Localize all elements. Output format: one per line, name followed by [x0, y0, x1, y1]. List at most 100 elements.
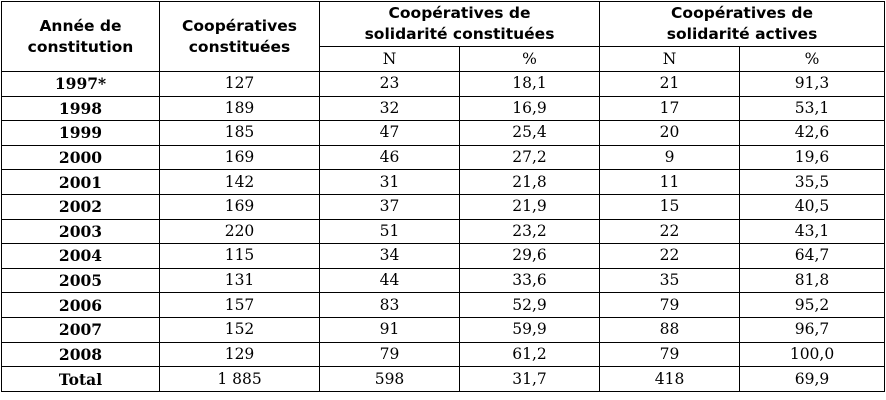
header-solidarity-constituted: Coopératives de solidarité constituées: [318, 1, 601, 47]
cell-year: 2008: [1, 341, 160, 368]
cell-constituted: 152: [159, 316, 320, 343]
cell-sa-pct: 53,1: [739, 95, 886, 122]
cell-sc-pct: 33,6: [458, 267, 601, 294]
cell-sa-pct: 95,2: [739, 292, 886, 318]
cell-sc-pct: 25,4: [458, 120, 601, 146]
table-row: 2001 142 31 21,8 11 35,5: [1, 169, 886, 195]
cell-sa-pct: 64,7: [739, 243, 886, 269]
cell-sa-n: 21: [599, 71, 741, 97]
header-constituted: Coopératives constituées: [159, 1, 320, 72]
cell-sc-pct: 18,1: [458, 71, 601, 97]
cell-year: 1999: [1, 120, 160, 146]
cell-sc-n: 31: [319, 169, 460, 195]
cell-constituted: 189: [159, 95, 320, 122]
cell-sa-n: 35: [599, 267, 741, 294]
cell-year: 1997*: [1, 71, 160, 97]
cell-sc-n: 598: [319, 366, 460, 393]
cell-sc-pct: 61,2: [458, 341, 601, 368]
cell-constituted: 169: [159, 144, 320, 171]
subheader-sa-n: N: [599, 46, 741, 72]
cell-sa-pct: 100,0: [739, 341, 886, 368]
cell-sc-n: 47: [319, 120, 460, 146]
table-row: 2005 131 44 33,6 35 81,8: [1, 267, 886, 294]
table-header: Année de constitution Coopératives constit…: [1, 1, 886, 72]
cell-sa-n: 15: [599, 193, 741, 220]
cell-sa-n: 79: [599, 292, 741, 318]
cell-year: 2001: [1, 169, 160, 195]
cell-sa-n: 79: [599, 341, 741, 368]
cell-sc-pct: 59,9: [458, 316, 601, 343]
cell-sc-n: 37: [319, 193, 460, 220]
cell-year: 2006: [1, 292, 160, 318]
cell-sa-pct: 96,7: [739, 316, 886, 343]
cell-sa-pct: 69,9: [739, 366, 886, 393]
cell-constituted: 169: [159, 193, 320, 220]
cell-sa-pct: 35,5: [739, 169, 886, 195]
cell-sa-n: 22: [599, 218, 741, 245]
table-row: 1998 189 32 16,9 17 53,1: [1, 95, 886, 122]
cell-sc-pct: 27,2: [458, 144, 601, 171]
cell-sc-pct: 31,7: [458, 366, 601, 393]
cell-constituted: 157: [159, 292, 320, 318]
cell-sc-n: 79: [319, 341, 460, 368]
header-year: Année de constitution: [1, 1, 160, 72]
cell-sa-n: 17: [599, 95, 741, 122]
cell-sc-n: 46: [319, 144, 460, 171]
cell-sa-pct: 40,5: [739, 193, 886, 220]
cell-sa-pct: 42,6: [739, 120, 886, 146]
subheader-sc-n: N: [319, 46, 460, 72]
cell-sc-pct: 52,9: [458, 292, 601, 318]
cell-year: Total: [1, 366, 160, 393]
cell-sa-n: 418: [599, 366, 741, 393]
table-row: 2002 169 37 21,9 15 40,5: [1, 193, 886, 220]
cell-sc-n: 83: [319, 292, 460, 318]
cell-constituted: 220: [159, 218, 320, 245]
cell-sc-pct: 21,8: [458, 169, 601, 195]
cell-sa-n: 22: [599, 243, 741, 269]
cell-sc-n: 44: [319, 267, 460, 294]
cell-sc-n: 91: [319, 316, 460, 343]
cell-sc-n: 51: [319, 218, 460, 245]
table-row: 1999 185 47 25,4 20 42,6: [1, 120, 886, 146]
cell-sa-n: 88: [599, 316, 741, 343]
table-row: 2000 169 46 27,2 9 19,6: [1, 144, 886, 171]
cell-year: 1998: [1, 95, 160, 122]
subheader-row: N % N %: [2, 46, 886, 72]
cell-constituted: 1 885: [159, 366, 320, 393]
cell-sc-pct: 21,9: [458, 193, 601, 220]
cell-constituted: 127: [159, 71, 320, 97]
cell-sc-pct: 16,9: [458, 95, 601, 122]
cell-year: 2007: [1, 316, 160, 343]
cell-sa-pct: 43,1: [739, 218, 886, 245]
table-row: 2006 157 83 52,9 79 95,2: [1, 292, 886, 318]
cooperatives-table: Année de constitution Coopératives constit…: [1, 1, 886, 393]
subheader-sa-pct: %: [739, 46, 886, 72]
cell-year: 2005: [1, 267, 160, 294]
cell-sa-pct: 91,3: [739, 71, 886, 97]
cell-sa-pct: 19,6: [739, 144, 886, 171]
cell-year: 2004: [1, 243, 160, 269]
cell-constituted: 131: [159, 267, 320, 294]
table-row: 2004 115 34 29,6 22 64,7: [1, 243, 886, 269]
cell-constituted: 142: [159, 169, 320, 195]
total-row: Total 1 885 598 31,7 418 69,9: [1, 366, 886, 393]
table-row: 1997* 127 23 18,1 21 91,3: [1, 71, 886, 97]
cell-sa-n: 11: [599, 169, 741, 195]
table-row: 2007 152 91 59,9 88 96,7: [1, 316, 886, 343]
cell-sa-n: 9: [599, 144, 741, 171]
table-row: 2003 220 51 23,2 22 43,1: [1, 218, 886, 245]
cell-sc-n: 32: [319, 95, 460, 122]
cell-constituted: 185: [159, 120, 320, 146]
cell-year: 2003: [1, 218, 160, 245]
cell-sa-n: 20: [599, 120, 741, 146]
header-solidarity-active: Coopératives de solidarité actives: [599, 1, 886, 47]
cell-year: 2000: [1, 144, 160, 171]
cell-sc-n: 23: [319, 71, 460, 97]
table-row: 2008 129 79 61,2 79 100,0: [1, 341, 886, 368]
cell-constituted: 115: [159, 243, 320, 269]
cell-sc-pct: 23,2: [458, 218, 601, 245]
header-row: Année de constitution Coopératives constit…: [1, 1, 886, 72]
subheader-sc-pct: %: [458, 46, 601, 72]
cell-sc-n: 34: [319, 243, 460, 269]
table-body: 1997* 127 23 18,1 21 91,3 1998 189 32 16,9 17 53,1 1…: [1, 71, 886, 393]
